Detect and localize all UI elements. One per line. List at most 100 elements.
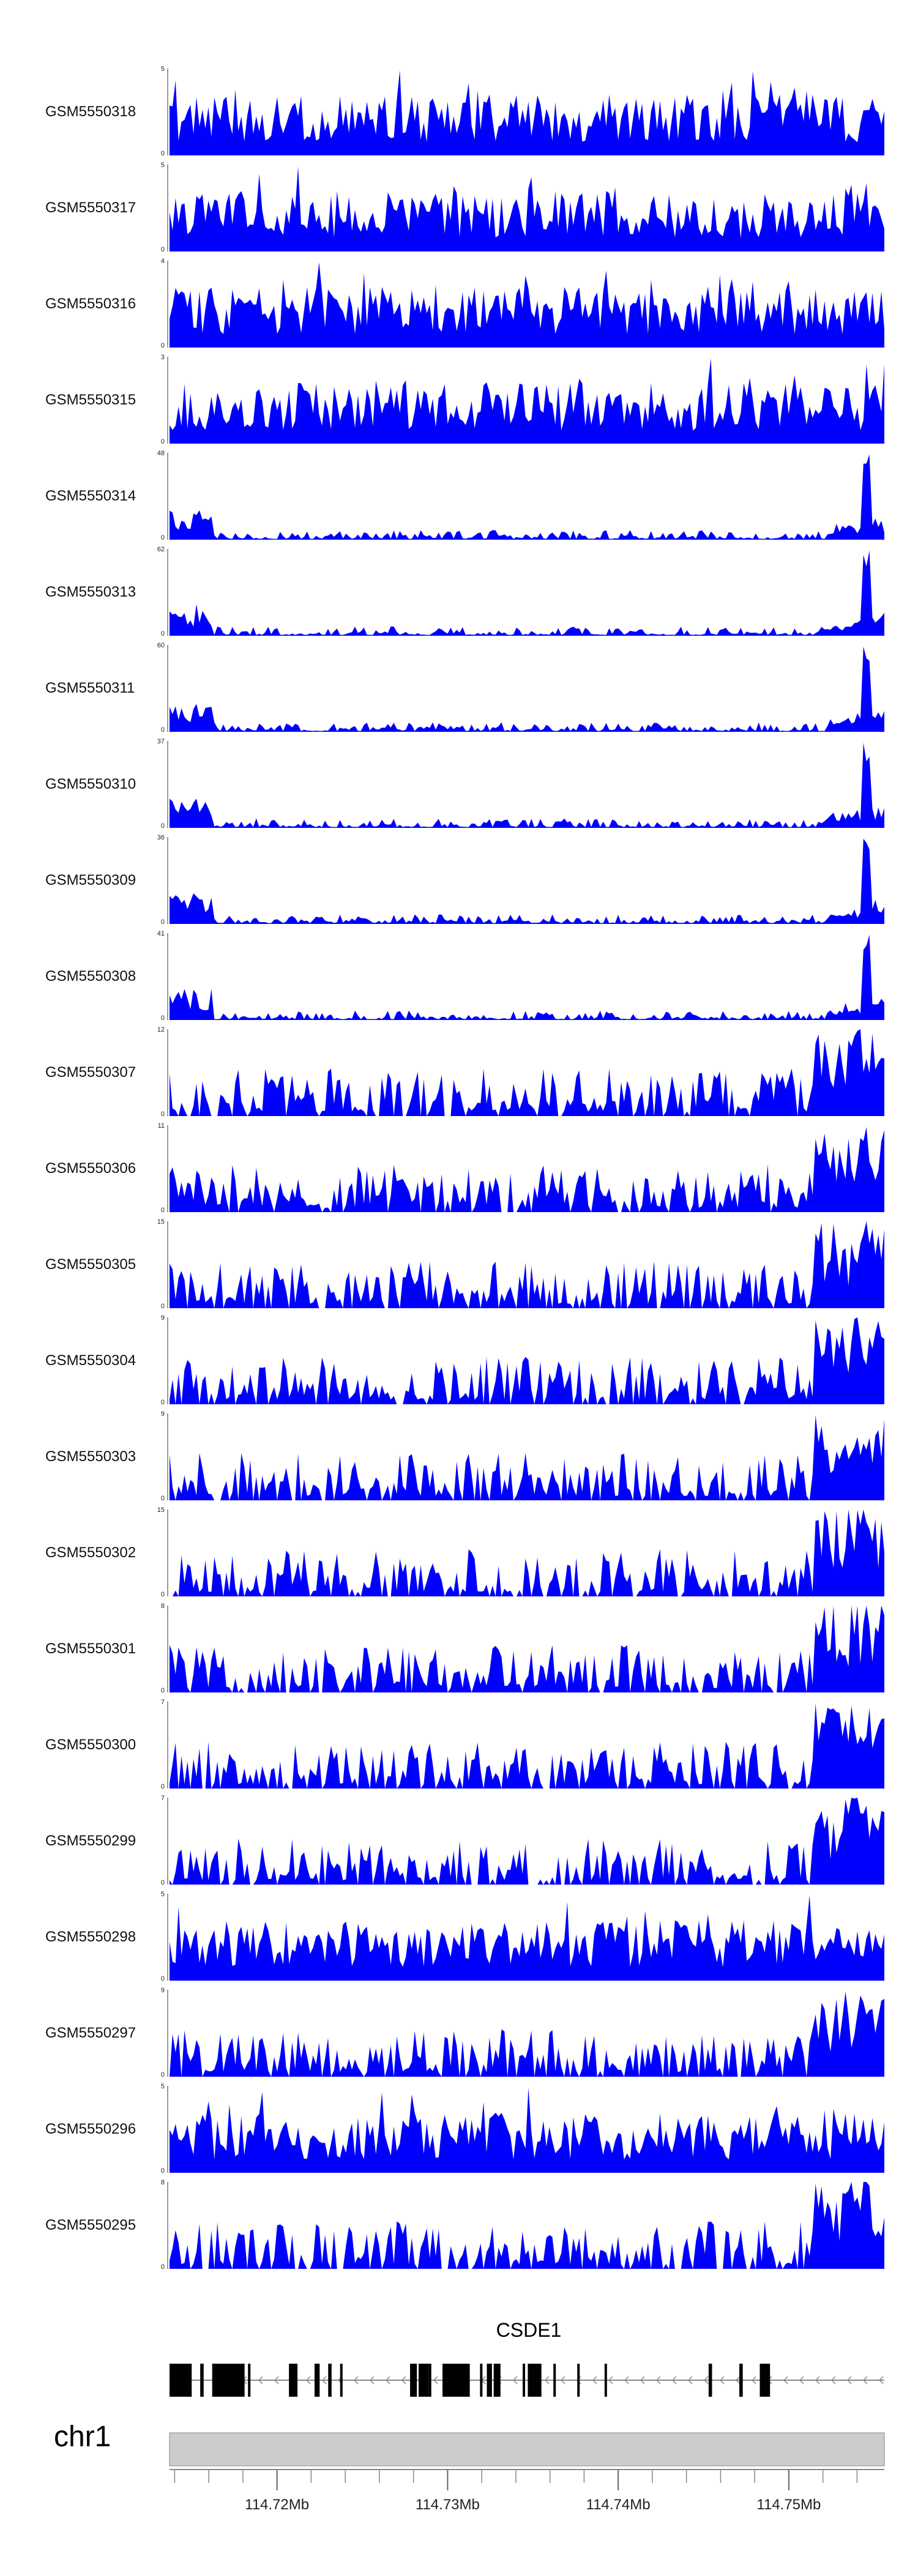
gene-exon [487,2364,492,2397]
gene-exon [328,2364,332,2397]
coverage-area-GSM5550300 [170,1703,884,1789]
strand-arrow [401,2376,406,2384]
y-min-tick-label: 0 [160,2071,165,2079]
strand-arrow [592,2376,597,2384]
coverage-area-GSM5550307 [170,1029,884,1116]
coverage-area-GSM5550297 [170,1991,884,2077]
gene-exon [528,2364,542,2397]
strand-arrow [735,2376,741,2384]
strand-arrow [385,2376,390,2384]
y-max-tick-label: 60 [157,642,165,649]
coverage-area-GSM5550313 [170,550,884,636]
y-min-tick-label: 0 [160,2167,165,2175]
y-min-tick-label: 0 [160,1111,165,1118]
coverage-area-GSM5550316 [170,262,884,348]
track-label: GSM5550317 [45,199,136,216]
track-label: GSM5550310 [45,776,136,792]
strand-arrow [274,2376,279,2384]
track-label: GSM5550295 [45,2217,136,2233]
coverage-area-GSM5550317 [170,166,884,251]
y-min-tick-label: 0 [160,630,165,638]
y-max-tick-label: 5 [160,65,165,73]
y-min-tick-label: 0 [160,1399,165,1406]
gene-exon [553,2364,556,2397]
gene-exon [493,2364,501,2397]
y-max-tick-label: 9 [160,1410,165,1418]
strand-arrow [353,2376,359,2384]
track-label: GSM5550296 [45,2121,136,2137]
track-label: GSM5550314 [45,488,136,504]
y-max-tick-label: 5 [160,1891,165,1898]
gene-exon [340,2364,343,2397]
strand-arrow [751,2376,756,2384]
y-max-tick-label: 36 [157,834,165,841]
y-min-tick-label: 0 [160,438,165,445]
track-label: GSM5550316 [45,296,136,312]
y-min-tick-label: 0 [160,726,165,734]
x-tick-label: 114.75Mb [756,2496,821,2513]
y-max-tick-label: 62 [157,546,165,553]
track-label: GSM5550297 [45,2025,136,2041]
coverage-area-GSM5550295 [170,2182,884,2269]
y-min-tick-label: 0 [160,1014,165,1022]
y-max-tick-label: 3 [160,354,165,361]
coverage-area-GSM5550303 [170,1415,884,1500]
strand-arrow [512,2376,518,2384]
strand-arrow [878,2376,884,2384]
gene-exon [523,2364,526,2397]
coverage-area-GSM5550304 [170,1317,884,1404]
y-min-tick-label: 0 [160,1975,165,1982]
strand-arrow [862,2376,868,2384]
track-label: GSM5550304 [45,1352,136,1369]
y-min-tick-label: 0 [160,342,165,349]
strand-arrow [305,2376,311,2384]
coverage-area-GSM5550306 [170,1126,884,1212]
gene-exon [410,2364,417,2397]
coverage-area-GSM5550299 [170,1798,884,1885]
y-max-tick-label: 12 [157,1026,165,1033]
y-max-tick-label: 15 [157,1506,165,1514]
gene-exon [428,2364,431,2397]
coverage-area-GSM5550305 [170,1221,884,1308]
y-min-tick-label: 0 [160,1303,165,1310]
coverage-area-GSM5550309 [170,838,884,924]
gene-exon [708,2364,712,2397]
strand-arrow [671,2376,677,2384]
gene-exon [212,2364,245,2397]
chromosome-ideogram [169,2432,885,2466]
strand-arrow [544,2376,550,2384]
gene-exon [314,2364,320,2397]
strand-arrow [608,2376,613,2384]
strand-arrow [655,2376,661,2384]
gene-exon [289,2364,298,2397]
y-max-tick-label: 4 [160,258,165,265]
track-label: GSM5550305 [45,1256,136,1273]
track-label: GSM5550298 [45,1929,136,1945]
track-label: GSM5550306 [45,1160,136,1177]
gene-exon [418,2364,429,2397]
y-max-tick-label: 37 [157,738,165,745]
coverage-area-GSM5550308 [170,934,884,1020]
track-label: GSM5550308 [45,968,136,985]
gene-exon [739,2364,743,2397]
y-min-tick-label: 0 [160,1687,165,1694]
y-max-tick-label: 8 [160,1603,165,1610]
strand-arrow [433,2376,438,2384]
strand-arrow [321,2376,327,2384]
strand-arrow [846,2376,852,2384]
y-min-tick-label: 0 [160,1591,165,1598]
x-tick-label: 114.74Mb [586,2496,651,2513]
y-min-tick-label: 0 [160,1495,165,1502]
track-label: GSM5550318 [45,103,136,120]
y-max-tick-label: 5 [160,2083,165,2090]
coverage-area-GSM5550296 [170,2087,884,2173]
coverage-area-GSM5550314 [170,454,884,540]
gene-exon [577,2364,580,2397]
strand-arrow [687,2376,693,2384]
strand-arrow [719,2376,725,2384]
y-max-tick-label: 8 [160,2179,165,2186]
gene-exon [200,2364,204,2397]
coverage-area-GSM5550311 [170,646,884,732]
